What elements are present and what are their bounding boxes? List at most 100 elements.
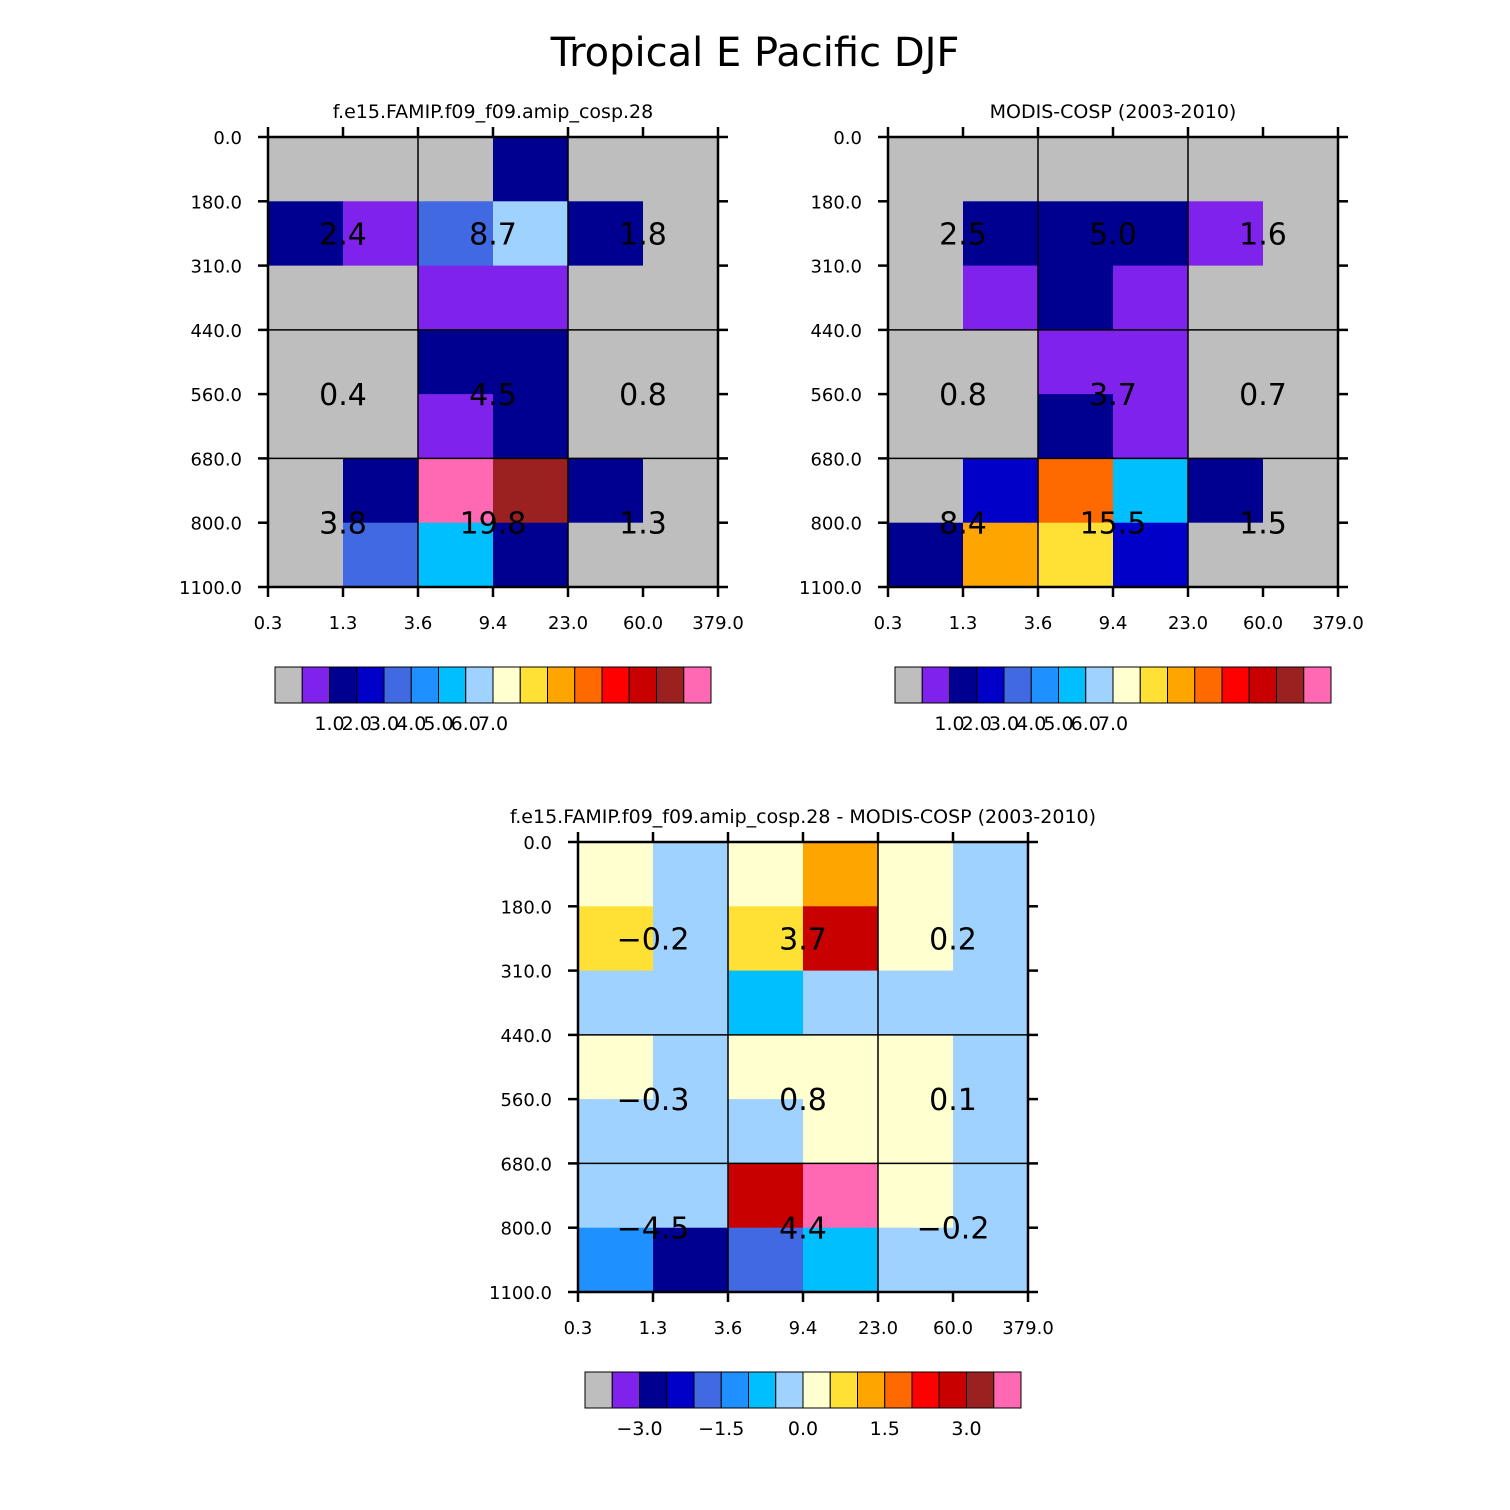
colorbar-swatch [611,1371,640,1409]
heatmap-cell [578,1099,654,1164]
colorbar-label: 1.0 [934,713,964,735]
heatmap-cell [1263,394,1339,459]
heatmap-cell [1188,522,1264,588]
cell-value-label: −4.5 [617,1212,690,1247]
x-tick-label: 0.3 [874,613,903,634]
heatmap-cell [343,458,419,524]
heatmap-cell [653,1099,729,1164]
heatmap-cell [568,394,644,459]
heatmap-cell [568,458,644,524]
heatmap-cell [493,265,569,331]
colorbar-swatch [1030,666,1059,704]
colorbar-label: 3.0 [989,713,1019,735]
y-tick-label: 800.0 [190,514,242,535]
cell-value-label: 0.8 [939,378,987,413]
colorbar-swatch [911,1371,940,1409]
heatmap-cell [953,1227,1029,1293]
cell-value-label: 2.4 [319,217,367,252]
colorbar-label: 5.0 [423,713,453,735]
heatmap-cell [888,137,964,202]
colorbar-swatch [1303,666,1332,704]
heatmap-cell [803,842,879,907]
x-tick-label: 0.3 [564,1318,593,1339]
heatmap-cell [1188,458,1264,524]
heatmap-cell [728,1227,804,1293]
colorbar-swatch [693,1371,722,1409]
colorbar-label: 4.0 [396,713,426,735]
colorbar-swatch [584,1371,613,1409]
heatmap-cell [493,201,569,267]
colorbar-label: 6.0 [451,713,481,735]
x-tick-label: 3.6 [1024,613,1053,634]
heatmap-cell [1113,137,1189,202]
heatmap-cell [803,1163,879,1229]
colorbar-label: 3.0 [951,1418,981,1440]
heatmap-cell [803,1099,879,1164]
heatmap-cell [1113,394,1189,459]
colorbar-swatch [356,666,385,704]
heatmap-cell [953,842,1029,907]
heatmap-cell [643,458,719,524]
heatmap-cell [268,201,344,267]
cell-value-label: 3.7 [779,922,827,957]
heatmap-cell [568,137,644,202]
cell-value-label: 1.8 [619,217,667,252]
colorbar-swatch [666,1371,695,1409]
y-tick-label: 560.0 [810,385,862,406]
heatmap-cell [343,522,419,588]
y-tick-label: 680.0 [810,449,862,470]
heatmap-cell [1263,522,1339,588]
heatmap-cell [878,1163,954,1229]
x-tick-label: 0.3 [254,613,283,634]
heatmap-cell [568,265,644,331]
heatmap-cell [643,522,719,588]
heatmap-cell [578,1227,654,1293]
cell-value-label: −0.3 [617,1083,690,1118]
heatmap-cell [418,329,494,395]
cell-value-label: 0.2 [929,922,977,957]
colorbar-swatch [329,666,358,704]
y-tick-label: 800.0 [500,1219,552,1240]
cell-value-label: 8.7 [469,217,517,252]
cell-value-label: 19.8 [460,507,527,542]
heatmap-cell [1038,137,1114,202]
heatmap-cell [963,265,1039,331]
heatmap-cell [1263,329,1339,395]
colorbar-swatch [519,666,548,704]
heatmap-cell [963,201,1039,267]
x-tick-label: 1.3 [639,1318,668,1339]
colorbar-swatch [465,666,494,704]
colorbar-swatch [1139,666,1168,704]
panel-title: MODIS-COSP (2003-2010) [990,101,1237,123]
colorbar-swatch [966,1371,995,1409]
heatmap-cell [1038,201,1114,267]
heatmap-cell [578,970,654,1036]
colorbar-swatch [720,1371,749,1409]
cell-value-label: 0.7 [1239,378,1287,413]
x-tick-label: 23.0 [548,613,588,634]
heatmap-cell [418,522,494,588]
colorbar-swatch [1085,666,1114,704]
heatmap-cell [1038,394,1114,459]
heatmap-cell [878,970,954,1036]
y-tick-label: 560.0 [190,385,242,406]
y-tick-label: 310.0 [500,962,552,983]
colorbar-swatch [938,1371,967,1409]
heatmap-cell [1263,201,1339,267]
heatmap-cell [888,522,964,588]
heatmap-cell [963,522,1039,588]
colorbar-swatch [410,666,439,704]
heatmap-cell [1113,458,1189,524]
x-tick-label: 9.4 [1099,613,1128,634]
x-tick-label: 23.0 [858,1318,898,1339]
heatmap-cell [653,1163,729,1229]
heatmap-cell [653,906,729,972]
y-tick-label: 440.0 [810,321,862,342]
heatmap-cell [653,842,729,907]
x-tick-label: 60.0 [933,1318,973,1339]
heatmap-cell [953,1099,1029,1164]
y-tick-label: 310.0 [810,257,862,278]
heatmap-cell [1038,265,1114,331]
heatmap-cell [643,394,719,459]
cell-value-label: 5.0 [1089,217,1137,252]
